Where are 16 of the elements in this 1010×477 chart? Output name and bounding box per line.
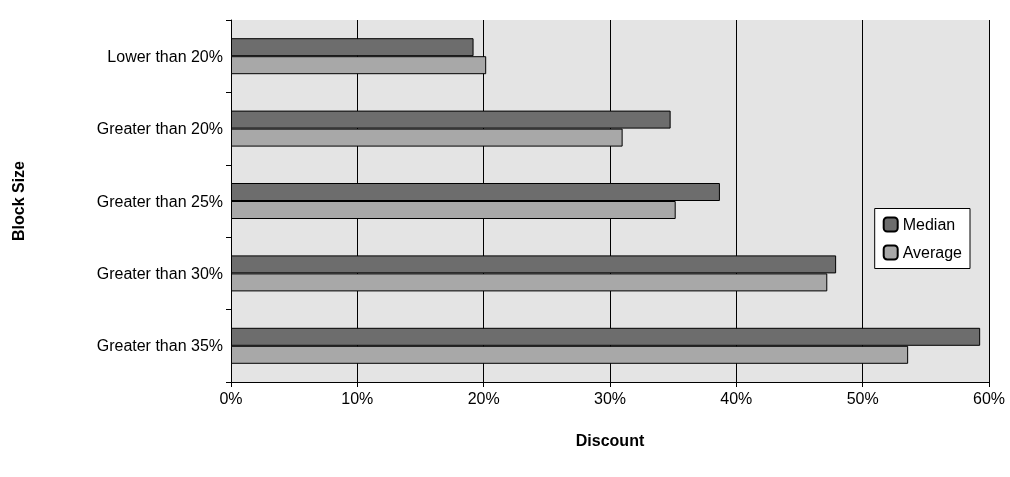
x-tick-label: 10% bbox=[341, 389, 374, 407]
y-tick-label: Greater than 20% bbox=[96, 120, 223, 138]
x-tick-label: 0% bbox=[219, 389, 243, 407]
x-axis-title: Discount bbox=[575, 431, 645, 449]
x-tick-label: 20% bbox=[467, 389, 500, 407]
x-tick-label: 60% bbox=[972, 389, 1006, 407]
y-tick-label: Lower than 20% bbox=[107, 47, 223, 65]
legend-label: Median bbox=[902, 216, 956, 233]
legend-label: Average bbox=[902, 244, 963, 261]
x-tick-label: 50% bbox=[846, 389, 879, 407]
y-tick-label: Greater than 35% bbox=[96, 337, 223, 355]
x-tick-label: 30% bbox=[593, 389, 627, 407]
y-tick-label: Greater than 25% bbox=[96, 192, 223, 210]
y-tick-label: Greater than 30% bbox=[96, 264, 223, 282]
y-axis-title: Block Size bbox=[9, 160, 27, 242]
x-tick-label: 40% bbox=[720, 389, 753, 407]
